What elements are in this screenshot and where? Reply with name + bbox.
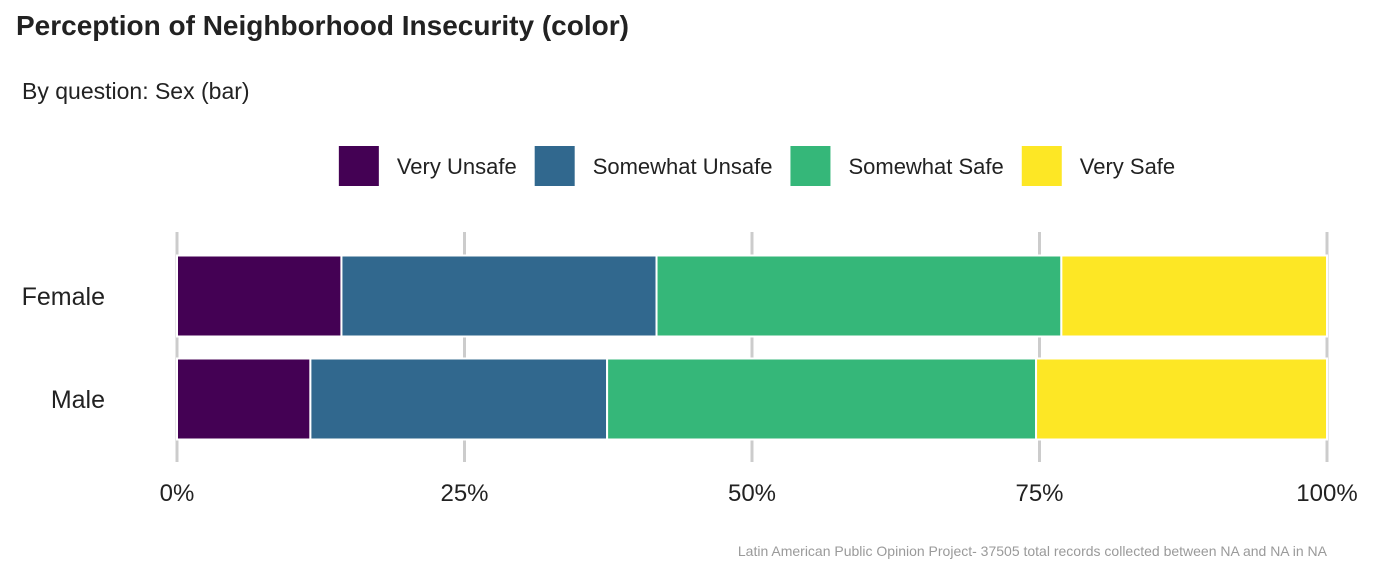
axes: Female Male 0% 25% 50% 75% 100% bbox=[22, 283, 1358, 507]
x-tick-label-100: 100% bbox=[1296, 480, 1357, 507]
x-tick-label-50: 50% bbox=[728, 480, 776, 507]
x-tick-label-75: 75% bbox=[1015, 480, 1063, 507]
x-tick-label-25: 25% bbox=[440, 480, 488, 507]
chart-title: Perception of Neighborhood Insecurity (c… bbox=[16, 10, 629, 41]
legend-label-somewhat-safe: Somewhat Safe bbox=[848, 154, 1003, 179]
legend: Very Unsafe Somewhat Unsafe Somewhat Safe V… bbox=[338, 146, 1175, 186]
chart-subtitle: By question: Sex (bar) bbox=[22, 78, 250, 104]
bar-female-very-safe bbox=[1060, 254, 1328, 338]
category-label-male: Male bbox=[51, 386, 105, 414]
bar-male-somewhat-unsafe bbox=[309, 357, 609, 441]
legend-label-very-safe: Very Safe bbox=[1080, 154, 1175, 179]
x-tick-label-0: 0% bbox=[160, 480, 195, 507]
legend-swatch-very-unsafe bbox=[338, 146, 379, 186]
bar-male-very-safe bbox=[1035, 357, 1329, 441]
bar-male-somewhat-safe bbox=[606, 357, 1038, 441]
bar-female-somewhat-unsafe bbox=[340, 254, 658, 338]
bar-female-very-unsafe bbox=[176, 254, 343, 338]
bar-female-somewhat-safe bbox=[655, 254, 1063, 338]
legend-label-somewhat-unsafe: Somewhat Unsafe bbox=[593, 154, 773, 179]
category-label-female: Female bbox=[22, 283, 105, 311]
chart-caption: Latin American Public Opinion Project- 3… bbox=[737, 543, 1327, 559]
bars bbox=[176, 254, 1329, 441]
bar-male-very-unsafe bbox=[176, 357, 312, 441]
legend-swatch-somewhat-safe bbox=[790, 146, 831, 186]
legend-swatch-somewhat-unsafe bbox=[534, 146, 575, 186]
legend-swatch-very-safe bbox=[1021, 146, 1062, 186]
legend-label-very-unsafe: Very Unsafe bbox=[397, 154, 517, 179]
